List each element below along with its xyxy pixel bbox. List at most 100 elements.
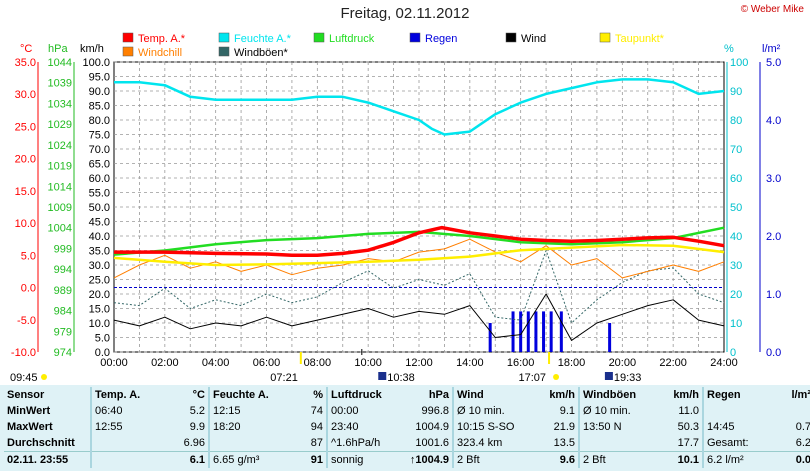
stats-cell: 13.5 — [553, 437, 575, 449]
stats-cell: km/h — [549, 389, 575, 401]
wind-tick-label: 10.0 — [89, 318, 110, 330]
stats-cell: 13:50 N — [578, 419, 650, 435]
legend-label: Windchill — [138, 47, 182, 59]
stats-cell: MaxWert — [7, 421, 53, 433]
wind-tick-label: 60.0 — [89, 173, 110, 185]
stats-cell: sonnig — [326, 451, 394, 468]
stats-cell — [578, 435, 650, 452]
sunset-label: 17:07 — [519, 372, 547, 384]
humidity-tick-label: 30 — [730, 260, 742, 272]
stats-cell: 323.4 km — [452, 435, 526, 452]
humidity-tick-label: 50 — [730, 202, 742, 214]
pressure-tick-label: 1029 — [48, 119, 72, 131]
temp-unit-label: °C — [20, 43, 32, 55]
stats-cell: 2 Bft — [578, 451, 650, 468]
rain-bar — [534, 311, 538, 352]
wind-tick-label: 80.0 — [89, 115, 110, 127]
temp-tick-label: -5.0 — [17, 315, 36, 327]
pressure-tick-label: 984 — [54, 306, 72, 318]
stats-cell: % — [313, 389, 323, 401]
stats-cell: 10:15 S-SO — [452, 419, 526, 435]
wind-tick-label: 75.0 — [89, 130, 110, 142]
stats-cell: 2 Bft — [452, 451, 526, 468]
x-tick-label: 02:00 — [151, 357, 179, 369]
stats-cell: Feuchte A. — [208, 387, 280, 403]
pressure-tick-label: 1034 — [48, 98, 72, 110]
temp-tick-label: 5.0 — [21, 250, 36, 262]
rain-tick-label: 1.0 — [766, 289, 781, 301]
stats-cell: 1004.9 — [415, 421, 449, 433]
legend-swatch — [313, 32, 325, 43]
stats-cell: 9.1 — [559, 405, 575, 417]
stats-cell — [208, 435, 280, 452]
rain-bar — [559, 311, 563, 352]
x-tick-label: 20:00 — [609, 357, 637, 369]
rain-bar — [519, 311, 523, 352]
legend-swatch — [505, 32, 517, 43]
pressure-tick-label: 1044 — [48, 57, 72, 69]
temp-tick-label: 10.0 — [15, 218, 36, 230]
legend-swatch — [409, 32, 421, 43]
legend-label: Windböen* — [234, 47, 289, 59]
legend-swatch — [599, 32, 611, 43]
rain-tick-label: 4.0 — [766, 115, 781, 127]
humidity-tick-label: 40 — [730, 231, 742, 243]
humidity-tick-label: 70 — [730, 144, 742, 156]
temp-tick-label: -10.0 — [11, 347, 36, 359]
pressure-tick-label: 1004 — [48, 223, 72, 235]
humidity-tick-label: 10 — [730, 318, 742, 330]
stats-cell: 94 — [310, 421, 323, 433]
rain-bar — [488, 323, 492, 352]
pressure-tick-label: 1009 — [48, 202, 72, 214]
pressure-tick-label: 1019 — [48, 161, 72, 173]
rain-bar — [608, 323, 612, 352]
stats-cell: °C — [192, 389, 205, 401]
stats-cell: 12:15 — [208, 403, 280, 419]
humidity-tick-label: 90 — [730, 86, 742, 98]
stats-row: MinWert 06:40 5.2 12:15 74 00:00 996.8 Ø 10 min… — [4, 403, 810, 419]
wind-tick-label: 70.0 — [89, 144, 110, 156]
x-tick-label: 18:00 — [558, 357, 586, 369]
legend-swatch — [122, 32, 134, 43]
x-tick-label: 14:00 — [456, 357, 484, 369]
stats-cell: 87 — [310, 437, 323, 449]
stats-cell: Luftdruck — [326, 387, 394, 403]
x-tick-label: 10:00 — [354, 357, 382, 369]
stats-cell: 12:55 — [90, 419, 154, 435]
series-line — [113, 293, 725, 341]
rain-unit-label: l/m² — [762, 43, 781, 55]
pressure-tick-label: 1039 — [48, 78, 72, 90]
stats-cell: 23:40 — [326, 419, 394, 435]
stats-cell: hPa — [428, 389, 449, 401]
wind-unit-label: km/h — [80, 43, 104, 55]
x-tick-label: 16:00 — [507, 357, 535, 369]
stats-cell: 0.7 — [795, 421, 810, 433]
rain-tick-label: 2.0 — [766, 231, 781, 243]
stats-cell: Durchschnitt — [7, 437, 75, 449]
sun-icon — [553, 374, 560, 380]
sunrise-label: 07:21 — [270, 372, 298, 384]
pressure-tick-label: 999 — [54, 243, 72, 255]
stats-cell: Regen — [702, 387, 772, 403]
stats-cell: Gesamt: — [702, 435, 772, 452]
stats-cell: 1001.6 — [415, 437, 449, 449]
wind-tick-label: 35.0 — [89, 246, 110, 258]
wind-tick-label: 0.0 — [95, 347, 110, 359]
x-tick-label: 06:00 — [253, 357, 281, 369]
wind-tick-label: 55.0 — [89, 188, 110, 200]
stats-cell: Wind — [452, 387, 526, 403]
temp-tick-label: 0.0 — [21, 283, 36, 295]
stats-cell: Ø 10 min. — [452, 403, 526, 419]
stats-cell: Ø 10 min. — [578, 403, 650, 419]
stats-row: 02.11. 23:55 6.1 6.65 g/m³ 91 sonnig ↑1004.9 2… — [4, 451, 810, 468]
wind-tick-label: 50.0 — [89, 202, 110, 214]
humidity-tick-label: 20 — [730, 289, 742, 301]
stats-cell: Temp. A. — [90, 387, 154, 403]
stats-cell: 9.9 — [189, 421, 205, 433]
stats-cell: 00:00 — [326, 403, 394, 419]
stats-cell: 6.1 — [154, 451, 209, 468]
stats-cell: 6.65 g/m³ — [208, 451, 280, 468]
wind-tick-label: 65.0 — [89, 159, 110, 171]
humidity-tick-label: 60 — [730, 173, 742, 185]
stats-cell — [90, 435, 154, 452]
